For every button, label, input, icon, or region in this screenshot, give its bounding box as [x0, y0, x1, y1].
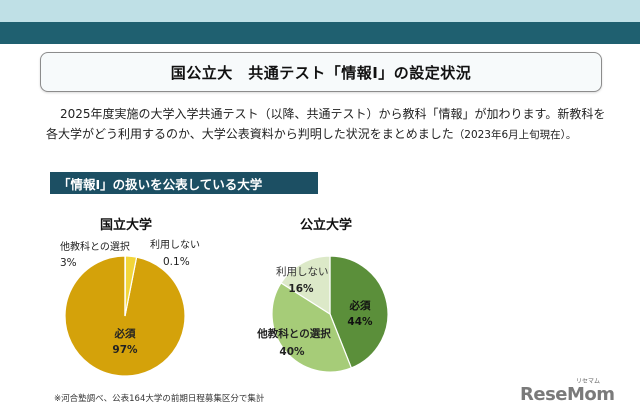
header-band-dark	[0, 22, 640, 44]
slice-label-national-none: 利用しない	[150, 240, 200, 251]
pie-chart-public	[271, 255, 389, 373]
slice-public-none	[280, 255, 331, 316]
slice-label-national-select: 他教科との選択	[60, 242, 130, 253]
resemom-logo: ReseMom	[520, 384, 615, 405]
page-title: 国公立大 共通テスト「情報Ⅰ」の設定状況	[40, 52, 602, 92]
intro-line-2-text: 各大学がどう利用するのか、大学公表資料から判明した状況をまとめました	[46, 127, 454, 141]
intro-date: （2023年6月上旬現在）。	[453, 129, 577, 141]
footnote: ※河合塾調べ、公表164大学の前期日程募集区分で集計	[54, 394, 265, 404]
slice-public-select	[271, 282, 353, 373]
slice-value-national-required: 97%	[112, 344, 138, 356]
slice-value-public-select: 40%	[279, 346, 305, 358]
section-heading: 「情報Ⅰ」の扱いを公表している大学	[50, 172, 318, 194]
intro-line-1: 2025年度実施の大学入学共通テスト（以降、共通テスト）から教科「情報」が加わり…	[60, 107, 606, 121]
slice-label-public-required: 必須	[349, 300, 371, 312]
slice-public-required	[329, 255, 389, 369]
logo-subtext: リセマム	[576, 378, 601, 385]
slice-label-public-none: 利用しない	[276, 266, 329, 278]
slice-label-national-required: 必須	[114, 328, 136, 340]
slice-value-national-select: 3%	[60, 257, 77, 269]
slice-value-national-none: 0.1%	[163, 256, 190, 268]
chart-title-national: 国立大学	[100, 218, 153, 233]
slice-label-public-select: 他教科との選択	[257, 328, 331, 340]
pie-chart-national	[64, 255, 186, 377]
header-band-light	[0, 0, 640, 22]
slice-value-public-required: 44%	[347, 316, 373, 328]
chart-title-public: 公立大学	[300, 218, 353, 233]
intro-text: 2025年度実施の大学入学共通テスト（以降、共通テスト）から教科「情報」が加わり…	[46, 104, 626, 145]
intro-line-2: 各大学がどう利用するのか、大学公表資料から判明した状況をまとめました（2023年…	[46, 124, 626, 145]
slice-value-public-none: 16%	[288, 283, 314, 295]
